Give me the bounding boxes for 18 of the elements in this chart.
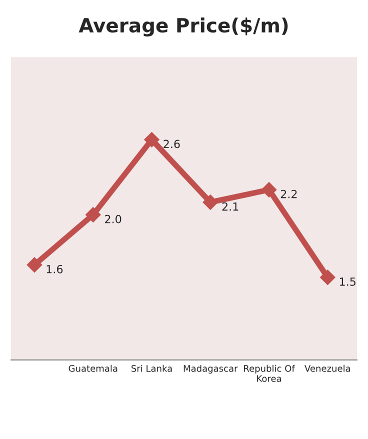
data-label: 2.6: [164, 140, 180, 148]
x-tick-label: Republic Of Korea: [244, 364, 296, 382]
x-tick-label: Guatemala: [68, 364, 118, 372]
x-tick-label: Madagascar: [184, 364, 238, 374]
data-label: 1.5: [340, 278, 356, 286]
chart-title: Average Price($/m): [78, 18, 288, 37]
x-tick-label: Venezuela: [304, 364, 350, 372]
point: [202, 194, 218, 210]
data-label: 2.0: [105, 214, 122, 224]
x-tick-label: Sri Lanka: [131, 364, 172, 372]
data-label: 1.6: [46, 264, 63, 274]
data-label: 2.2: [280, 190, 297, 198]
point: [144, 132, 160, 148]
point: [26, 257, 42, 272]
point: [261, 182, 277, 198]
point: [86, 207, 101, 222]
point: [320, 270, 336, 285]
data-label: 2.1: [222, 202, 238, 211]
